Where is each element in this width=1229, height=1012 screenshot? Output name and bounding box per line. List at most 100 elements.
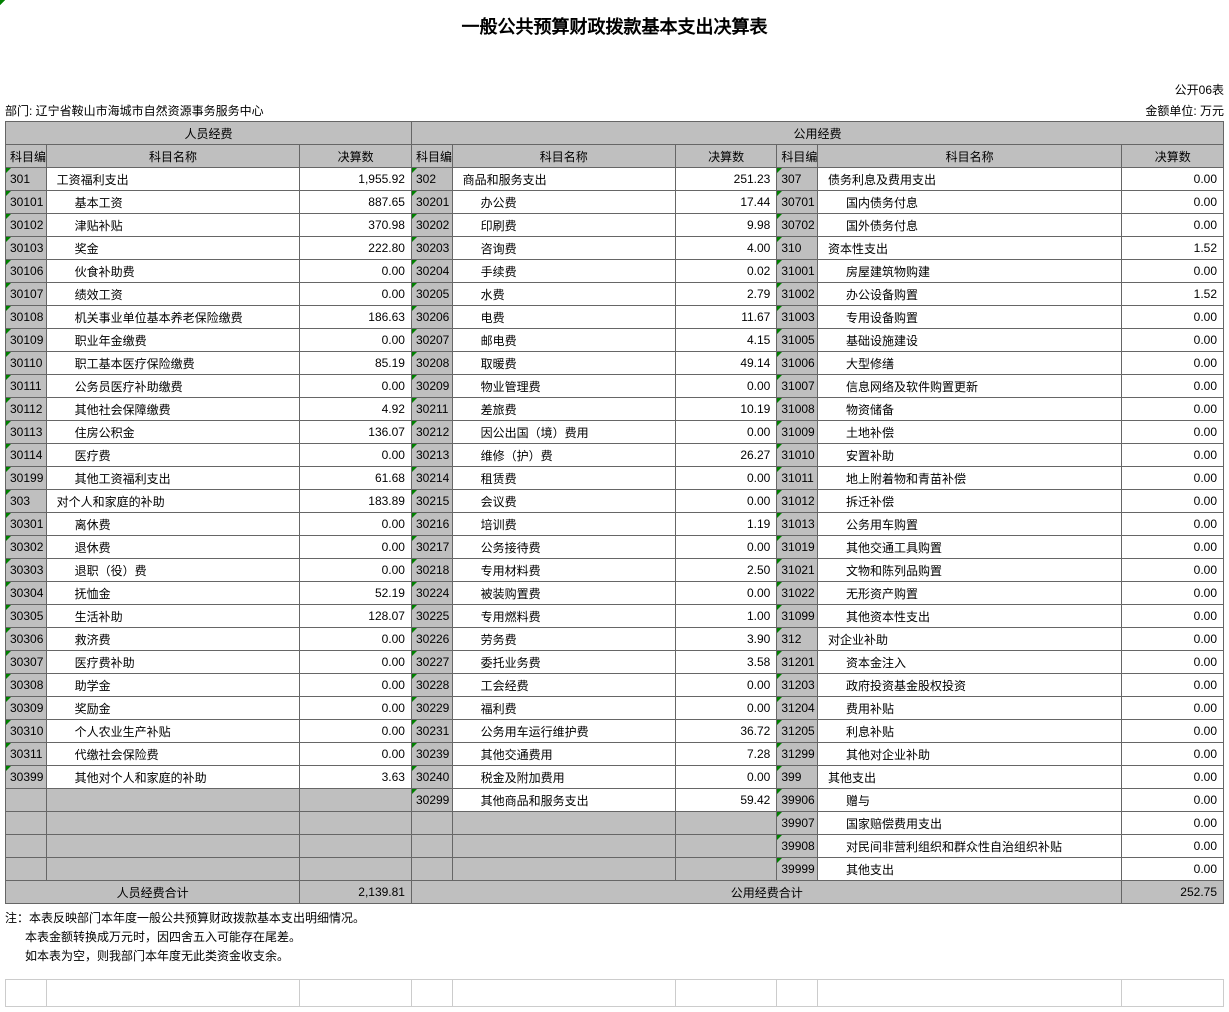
- col3-code: 31013: [777, 513, 818, 536]
- col3-value: 0.00: [1122, 858, 1224, 881]
- col2-code: 30299: [411, 789, 452, 812]
- col2-code: 30216: [411, 513, 452, 536]
- table-row: 30306 救济费 0.0030226 劳务费 3.90312 对企业补助 0.…: [6, 628, 1224, 651]
- col3-value: 0.00: [1122, 513, 1224, 536]
- col2-code: [411, 835, 452, 858]
- col2-value: 0.00: [675, 697, 776, 720]
- col1-value: 370.98: [300, 214, 412, 237]
- table-number: 公开06表: [1175, 81, 1224, 98]
- total-label-1: 人员经费合计: [6, 881, 300, 904]
- col2-code: 30225: [411, 605, 452, 628]
- col1-name: [46, 835, 300, 858]
- col3-name: 其他支出: [817, 766, 1121, 789]
- col1-value: [300, 835, 412, 858]
- col3-name: 其他资本性支出: [817, 605, 1121, 628]
- table-row: 30309 奖励金 0.0030229 福利费 0.0031204 费用补贴 0…: [6, 697, 1224, 720]
- col2-value: 11.67: [675, 306, 776, 329]
- col1-code: 30308: [6, 674, 47, 697]
- col1-code: 30112: [6, 398, 47, 421]
- totals-row: 人员经费合计 2,139.81 公用经费合计 252.75: [6, 881, 1224, 904]
- budget-table: 人员经费 公用经费 科目编码 科目名称 决算数 科目编码 科目名称 决算数 科目…: [5, 121, 1224, 904]
- col1-code: [6, 812, 47, 835]
- col3-name: 国外债务付息: [817, 214, 1121, 237]
- col3-code: 312: [777, 628, 818, 651]
- col3-value: 0.00: [1122, 835, 1224, 858]
- col1-code: 30113: [6, 421, 47, 444]
- col1-code: 30307: [6, 651, 47, 674]
- col1-name: 公务员医疗补助缴费: [46, 375, 300, 398]
- col1-code: 30306: [6, 628, 47, 651]
- col3-value: 0.00: [1122, 812, 1224, 835]
- col3-name: 资本金注入: [817, 651, 1121, 674]
- col1-code: 30310: [6, 720, 47, 743]
- col2-name: 水费: [452, 283, 675, 306]
- col2-value: 36.72: [675, 720, 776, 743]
- col3-value: 0.00: [1122, 168, 1224, 191]
- table-row: 30114 医疗费 0.0030213 维修（护）费 26.2731010 安置…: [6, 444, 1224, 467]
- col2-code: [411, 812, 452, 835]
- col3-name: 地上附着物和青苗补偿: [817, 467, 1121, 490]
- col3-code: 31006: [777, 352, 818, 375]
- col2-code: 30209: [411, 375, 452, 398]
- col3-value: 0.00: [1122, 421, 1224, 444]
- table-row: 30113 住房公积金 136.0730212 因公出国（境）费用 0.0031…: [6, 421, 1224, 444]
- col1-name: 住房公积金: [46, 421, 300, 444]
- table-row: 30310 个人农业生产补贴 0.0030231 公务用车运行维护费 36.72…: [6, 720, 1224, 743]
- col2-value: 59.42: [675, 789, 776, 812]
- col3-name: 文物和陈列品购置: [817, 559, 1121, 582]
- table-row: 30110 职工基本医疗保险缴费 85.1930208 取暖费 49.14310…: [6, 352, 1224, 375]
- col2-value: 0.00: [675, 536, 776, 559]
- col3-name: 政府投资基金股权投资: [817, 674, 1121, 697]
- col2-name: 印刷费: [452, 214, 675, 237]
- col2-value: 4.15: [675, 329, 776, 352]
- col2-code: 30206: [411, 306, 452, 329]
- col1-value: 0.00: [300, 283, 412, 306]
- col1-value: 0.00: [300, 720, 412, 743]
- col1-value: 0.00: [300, 513, 412, 536]
- col1-value: 186.63: [300, 306, 412, 329]
- col3-code: 31204: [777, 697, 818, 720]
- col3-code: 310: [777, 237, 818, 260]
- col1-value: 0.00: [300, 628, 412, 651]
- col1-name: [46, 812, 300, 835]
- col2-name: 专用燃料费: [452, 605, 675, 628]
- col1-code: 30102: [6, 214, 47, 237]
- col3-code: 31005: [777, 329, 818, 352]
- header-value: 决算数: [675, 145, 776, 168]
- col3-code: 31010: [777, 444, 818, 467]
- col3-name: 拆迁补偿: [817, 490, 1121, 513]
- col3-value: 0.00: [1122, 191, 1224, 214]
- col3-code: 31299: [777, 743, 818, 766]
- col3-name: 大型修缮: [817, 352, 1121, 375]
- col3-name: 办公设备购置: [817, 283, 1121, 306]
- col1-name: 助学金: [46, 674, 300, 697]
- col1-code: 30305: [6, 605, 47, 628]
- col3-value: 0.00: [1122, 697, 1224, 720]
- col2-value: 251.23: [675, 168, 776, 191]
- col3-name: 国内债务付息: [817, 191, 1121, 214]
- col1-name: 个人农业生产补贴: [46, 720, 300, 743]
- col2-code: [411, 858, 452, 881]
- total-value-2: 252.75: [1122, 881, 1224, 904]
- col1-name: [46, 789, 300, 812]
- col2-name: 租赁费: [452, 467, 675, 490]
- col3-value: 0.00: [1122, 674, 1224, 697]
- table-row: 30301 离休费 0.0030216 培训费 1.1931013 公务用车购置…: [6, 513, 1224, 536]
- col1-name: 津贴补贴: [46, 214, 300, 237]
- col2-code: 30227: [411, 651, 452, 674]
- table-row: 30299 其他商品和服务支出 59.4239906 赠与 0.00: [6, 789, 1224, 812]
- col1-name: 机关事业单位基本养老保险缴费: [46, 306, 300, 329]
- col1-name: 工资福利支出: [46, 168, 300, 191]
- col1-code: [6, 858, 47, 881]
- col1-value: 85.19: [300, 352, 412, 375]
- header-code: 科目编码: [777, 145, 818, 168]
- table-row: 30102 津贴补贴 370.9830202 印刷费 9.9830702 国外债…: [6, 214, 1224, 237]
- col1-name: 其他对个人和家庭的补助: [46, 766, 300, 789]
- col3-name: 公务用车购置: [817, 513, 1121, 536]
- col3-value: 0.00: [1122, 444, 1224, 467]
- col3-name: 其他交通工具购置: [817, 536, 1121, 559]
- col3-code: 31021: [777, 559, 818, 582]
- unit-label: 金额单位: 万元: [1145, 102, 1224, 119]
- col1-value: 183.89: [300, 490, 412, 513]
- col1-name: 医疗费: [46, 444, 300, 467]
